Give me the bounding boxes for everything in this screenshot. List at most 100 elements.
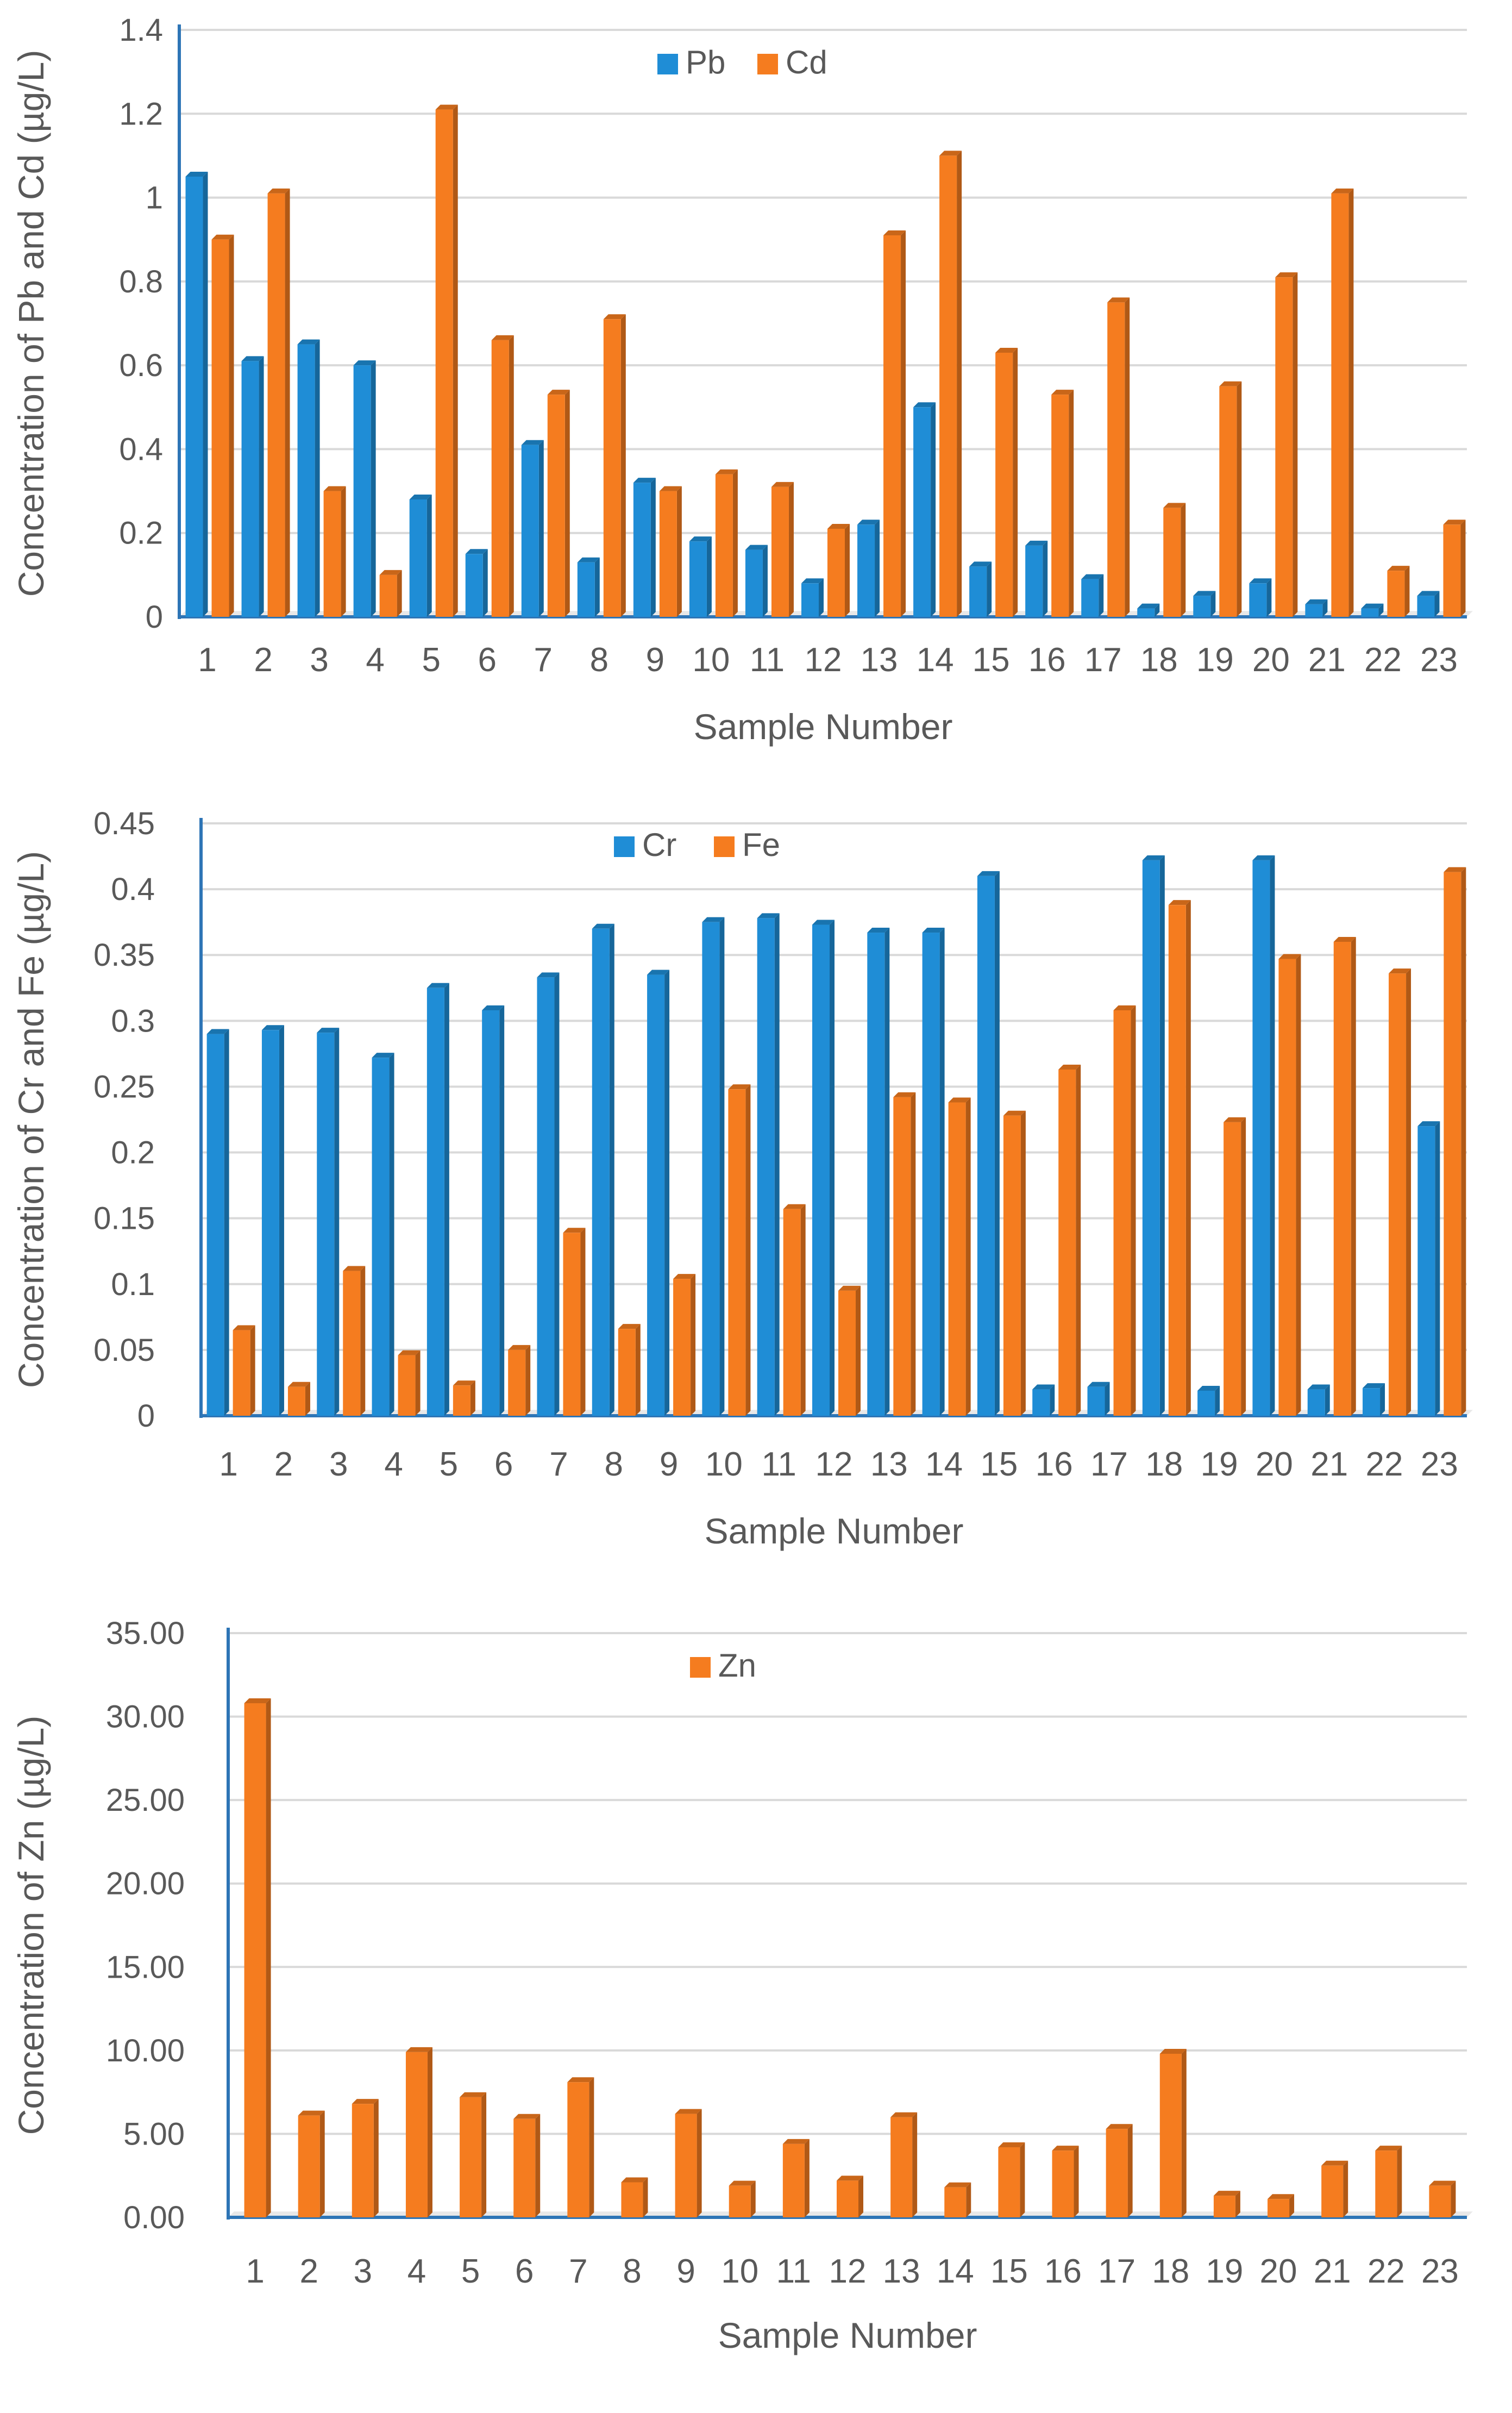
bar-zn-11	[782, 2139, 810, 2217]
bar-cd-18	[1163, 503, 1186, 617]
bar-zn-12	[837, 2176, 863, 2217]
y-tick-label: 1.2	[119, 96, 163, 132]
bar-cr-16	[1032, 1384, 1055, 1416]
legend-swatch	[657, 54, 678, 74]
y-tick-label: 0.05	[93, 1333, 155, 1368]
x-tick-label: 12	[805, 641, 842, 679]
bar-fe-14	[948, 1097, 971, 1416]
legend-item-pb: Pb	[657, 44, 725, 80]
y-tick-label: 25.00	[106, 1783, 185, 1818]
x-tick-label: 19	[1206, 2253, 1243, 2290]
x-tick-label: 17	[1084, 641, 1122, 679]
bar-cd-4	[379, 570, 402, 617]
x-tick-label: 11	[750, 641, 785, 679]
zn-chart: 0.00 5.00 10.00 15.00 20.00 25.00 30.00 35.00 1 2…	[0, 1590, 1512, 2410]
bar-cr-7	[537, 972, 560, 1416]
bar-cd-14	[939, 151, 962, 617]
bar-pb-20	[1249, 578, 1272, 617]
y-axis-label: Concentration of Zn (µg/L)	[11, 1716, 51, 2135]
legend-swatch	[614, 836, 635, 857]
bar-pb-17	[1081, 574, 1104, 617]
bar-zn-2	[298, 2110, 325, 2217]
x-tick-label: 1	[246, 2253, 264, 2290]
y-tick-label: 0.3	[111, 1003, 155, 1039]
bar-fe-6	[508, 1345, 531, 1416]
cr-fe-chart: 0 0.05 0.1 0.15 0.2 0.25 0.3 0.35 0.4 0.45 1 2 3 4 5 6 7…	[0, 788, 1512, 1590]
bar-cr-11	[757, 913, 780, 1416]
bar-zn-9	[675, 2109, 702, 2217]
bar-cr-19	[1197, 1385, 1220, 1416]
bar-pb-16	[1025, 540, 1048, 617]
x-tick-label: 13	[883, 2253, 920, 2290]
bar-fe-2	[287, 1381, 310, 1416]
x-tick-label: 21	[1314, 2253, 1351, 2290]
bar-cr-23	[1417, 1121, 1440, 1416]
bar-cr-15	[977, 871, 1000, 1416]
x-tick-label: 14	[925, 1446, 963, 1483]
y-tick-label: 0.6	[119, 348, 163, 383]
bar-fe-11	[783, 1204, 806, 1416]
bar-fe-12	[838, 1285, 861, 1416]
bar-pb-8	[577, 557, 600, 617]
x-tick-label: 5	[440, 1446, 458, 1483]
bar-zn-8	[621, 2177, 648, 2217]
bar-cd-3	[323, 486, 346, 617]
x-tick-label: 20	[1256, 1446, 1293, 1483]
x-tick-label: 9	[676, 2253, 695, 2290]
x-tick-label: 17	[1098, 2253, 1135, 2290]
bar-cd-20	[1275, 272, 1298, 617]
bar-pb-2	[241, 356, 264, 617]
x-tick-label: 10	[692, 641, 730, 679]
x-tick-label: 6	[494, 1446, 513, 1483]
bar-zn-5	[460, 2092, 487, 2217]
bar-pb-10	[689, 536, 712, 617]
x-tick-label: 13	[861, 641, 898, 679]
x-tick-label: 8	[590, 641, 608, 679]
bar-fe-13	[893, 1092, 916, 1416]
bar-pb-13	[857, 520, 880, 617]
bar-cr-6	[482, 1005, 505, 1416]
y-tick-label: 0.4	[119, 432, 163, 467]
legend-swatch	[757, 54, 778, 74]
x-tick-label: 18	[1145, 1446, 1183, 1483]
x-tick-label: 18	[1140, 641, 1178, 679]
x-tick-label: 22	[1367, 2253, 1405, 2290]
bar-cd-13	[883, 230, 906, 617]
bar-fe-4	[398, 1350, 421, 1416]
x-axis-label: Sample Number	[718, 2315, 977, 2355]
y-tick-label: 20.00	[106, 1866, 185, 1902]
bar-zn-16	[1052, 2146, 1079, 2217]
y-tick-label: 0.2	[111, 1135, 155, 1171]
bar-pb-6	[465, 549, 488, 617]
bar-fe-16	[1058, 1064, 1081, 1416]
y-tick-label: 0.00	[123, 2200, 185, 2235]
x-tick-label: 17	[1090, 1446, 1128, 1483]
bar-zn-23	[1429, 2180, 1456, 2217]
x-tick-label: 14	[937, 2253, 974, 2290]
bar-zn-7	[567, 2077, 594, 2217]
bar-cd-7	[547, 390, 570, 617]
legend-item-zn: Zn	[690, 1647, 756, 1684]
bar-cr-3	[317, 1028, 340, 1416]
bar-fe-5	[453, 1380, 475, 1416]
x-tick-label: 11	[762, 1446, 796, 1483]
bar-cr-22	[1363, 1383, 1385, 1416]
y-axis-label: Concentration of Pb and Cd (µg/L)	[11, 50, 51, 597]
bar-pb-11	[745, 545, 768, 617]
x-tick-label: 6	[478, 641, 496, 679]
x-tick-label: 23	[1421, 1446, 1458, 1483]
x-tick-label: 22	[1366, 1446, 1403, 1483]
bar-fe-10	[728, 1084, 751, 1416]
y-axis-label: Concentration of Cr and Fe (µg/L)	[11, 851, 51, 1388]
bar-cr-17	[1087, 1381, 1110, 1416]
bar-cd-10	[715, 469, 738, 617]
bar-fe-19	[1224, 1117, 1246, 1416]
bar-pb-9	[633, 478, 656, 617]
x-tick-label: 19	[1201, 1446, 1238, 1483]
bar-zn-19	[1213, 2191, 1240, 2217]
bar-zn-1	[244, 1698, 271, 2217]
y-tick-label: 0.35	[93, 937, 155, 973]
bar-cd-11	[771, 482, 794, 617]
bar-cd-15	[995, 348, 1018, 617]
bar-fe-22	[1389, 968, 1411, 1416]
